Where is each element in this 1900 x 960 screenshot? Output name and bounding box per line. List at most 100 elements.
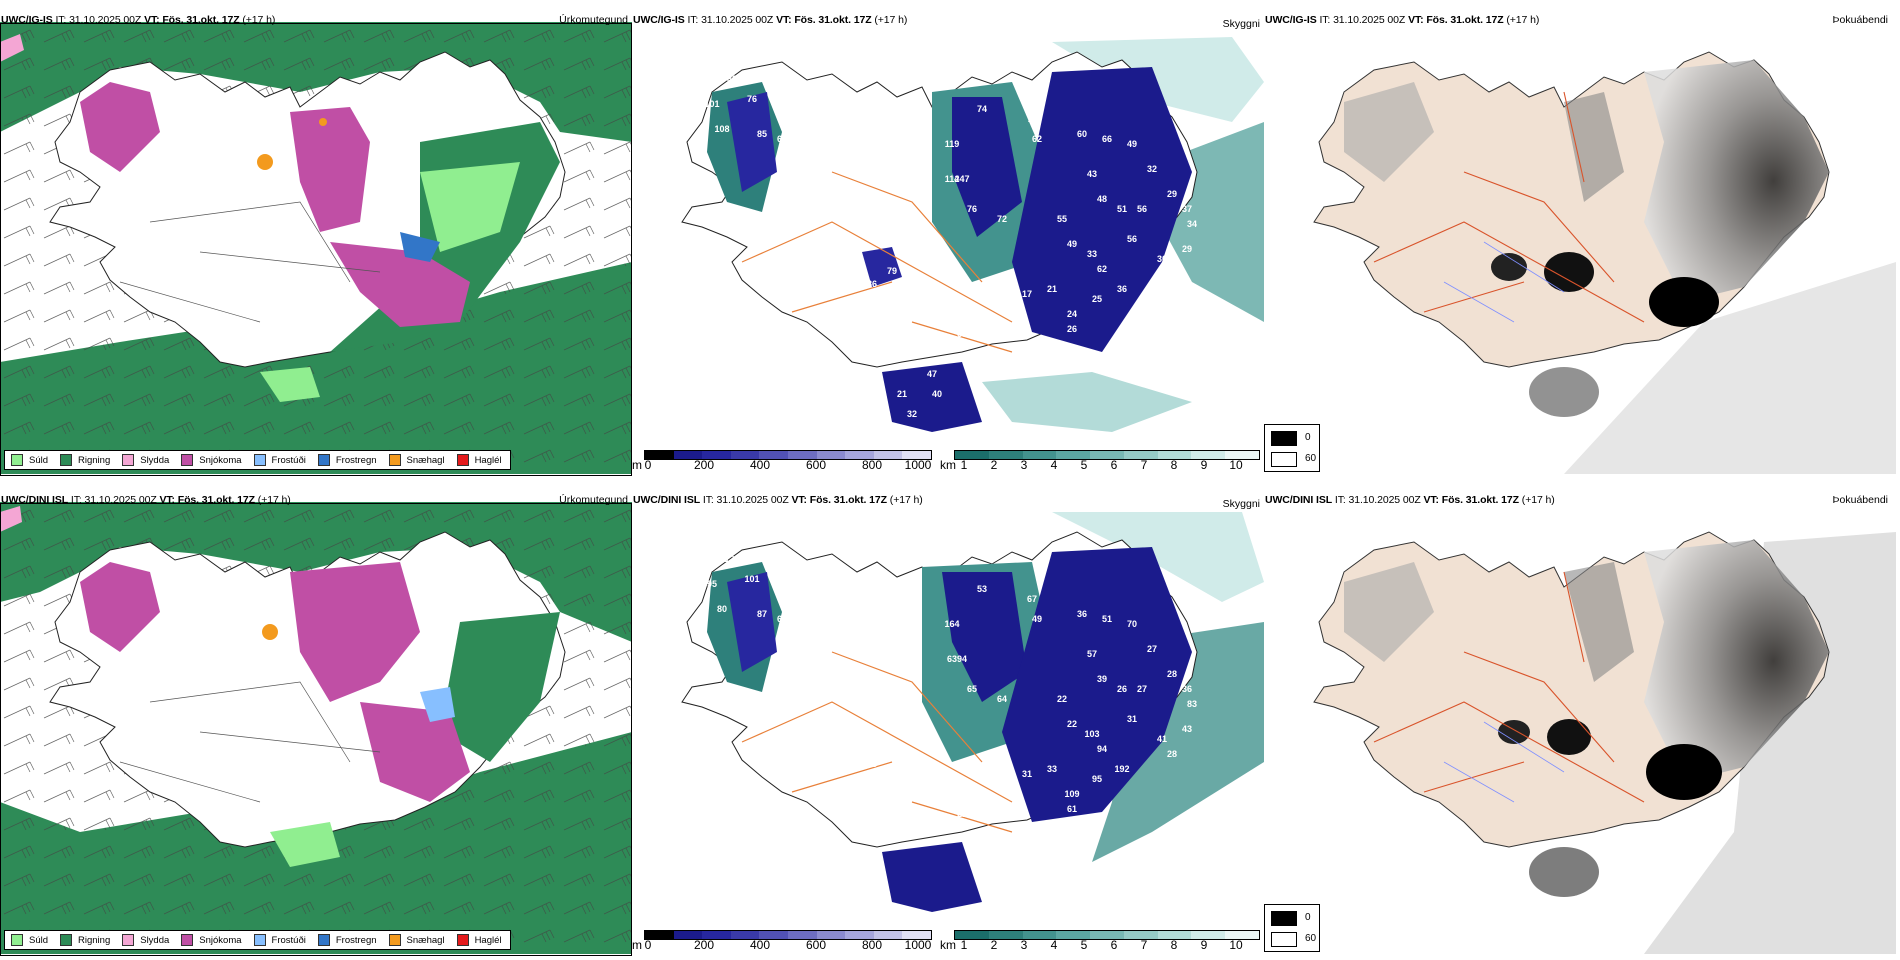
legend-item: Súld — [11, 454, 48, 466]
cloud-base-value: 66 — [1102, 134, 1112, 144]
fog-legend-swatch — [1271, 911, 1297, 926]
legend-item: Frostregn — [317, 454, 377, 466]
cloud-base-value: 51 — [1102, 614, 1112, 624]
cloud-base-value: 119 — [945, 139, 960, 149]
scale-tick: 5 — [1080, 938, 1088, 952]
cloud-base-value: 36 — [1077, 609, 1087, 619]
cloud-base-value: 103 — [1084, 729, 1099, 739]
legend-item: Snæhagl — [388, 934, 445, 946]
legend-item: Snjókoma — [181, 454, 242, 466]
legend-swatch — [253, 934, 266, 946]
cloud-base-value: 65 — [967, 684, 977, 694]
legend-swatch — [60, 934, 73, 946]
legend-swatch — [317, 454, 330, 466]
cloud-base-value: 109 — [1064, 789, 1079, 799]
cloud-base-value: 22 — [1057, 694, 1067, 704]
legend-swatch — [388, 934, 401, 946]
scale-tick: 8 — [1170, 458, 1178, 472]
cloud-base-value: 30 — [1157, 254, 1167, 264]
cloud-base-value: 49 — [1032, 614, 1042, 624]
scale-unit: m — [632, 938, 642, 952]
scale-tick: 600 — [805, 938, 827, 952]
cloud-base-value: 29 — [1167, 189, 1177, 199]
fog-legend-swatch — [1271, 431, 1297, 446]
panel-type-label: Þokuábendi — [1832, 14, 1888, 26]
cloudbase-scale: m 0 200 400 600 800 1000 — [632, 928, 932, 952]
panel-title: UWC/IG-IS IT: 31.10.2025 00Z VT: Fös. 31… — [1, 14, 276, 26]
scale-tick: 0 — [644, 938, 652, 952]
cloud-base-value: 37 — [1182, 204, 1192, 214]
legend-item: Haglél — [456, 454, 502, 466]
cloud-base-value: 17 — [1022, 289, 1032, 299]
cloud-base-value: 85 — [757, 129, 767, 139]
cloudbase-colorbar — [644, 930, 932, 940]
legend-item: Snæhagl — [388, 454, 445, 466]
cloud-base-value: 164 — [944, 619, 959, 629]
scale-tick: 6 — [1110, 938, 1118, 952]
cloud-base-value: 47 — [927, 369, 937, 379]
cloud-base-value: 55 — [1057, 214, 1067, 224]
cloud-base-value: 32 — [907, 409, 917, 419]
cloud-base-value: 29 — [1182, 244, 1192, 254]
cloud-base-value: 101 — [704, 99, 719, 109]
legend-swatch — [388, 454, 401, 466]
visibility-scale: km 1 2 3 4 5 6 7 8 9 10 — [940, 448, 1262, 472]
cloud-base-value: 65 — [867, 759, 877, 769]
cloud-base-value: 74 — [877, 784, 887, 794]
fog-legend-swatch — [1271, 452, 1297, 467]
scale-tick: 3 — [1020, 938, 1028, 952]
fog-map — [1264, 502, 1896, 954]
cloud-base-value: 28 — [1167, 749, 1177, 759]
cloud-base-value: 36 — [1182, 684, 1192, 694]
cloud-base-value: 26 — [1117, 684, 1127, 694]
legend-swatch — [456, 454, 469, 466]
scale-tick: 600 — [805, 458, 827, 472]
scale-tick: 400 — [749, 458, 771, 472]
cloud-base-value: 63 — [947, 654, 957, 664]
cloud-base-value: 22 — [1067, 719, 1077, 729]
visibility-colorbar — [954, 930, 1260, 940]
cloud-base-value: 80 — [717, 604, 727, 614]
scale-tick: 2 — [990, 938, 998, 952]
cloud-base-value: 94 — [1097, 744, 1107, 754]
legend-swatch — [456, 934, 469, 946]
fog-panel-2: UWC/DINI ISL IT: 31.10.2025 00Z VT: Fös.… — [1264, 490, 1896, 960]
cloud-base-value: 53 — [977, 584, 987, 594]
fog-legend-label: 60 — [1305, 453, 1317, 464]
scale-tick: 4 — [1050, 938, 1058, 952]
precip-panel-2: UWC/DINI ISL IT: 31.10.2025 00Z VT: Fös.… — [0, 490, 632, 960]
panel-type-label: Skyggni — [1222, 498, 1260, 510]
fog-legend: 0 60 — [1264, 904, 1320, 952]
scale-tick: 7 — [1140, 938, 1148, 952]
cloud-base-value: 68 — [777, 134, 787, 144]
visibility-colorbar — [954, 450, 1260, 460]
cloud-base-value: 95 — [707, 579, 717, 589]
scale-tick: 1000 — [904, 938, 932, 952]
cloud-base-value: 61 — [1067, 804, 1077, 814]
fog-legend-label: 60 — [1305, 933, 1317, 944]
fog-legend: 0 60 — [1264, 424, 1320, 472]
panel-type-label: Þokuábendi — [1832, 494, 1888, 506]
cloud-base-value: 170 — [924, 734, 939, 744]
cloudbase-colorbar — [644, 450, 932, 460]
cloud-base-value: 101 — [744, 574, 759, 584]
cloud-base-value: 31 — [1127, 714, 1137, 724]
scale-tick: 200 — [693, 938, 715, 952]
cloud-base-value: 62 — [877, 304, 887, 314]
panel-type-label: Skyggni — [1222, 18, 1260, 30]
legend-item: Rigning — [60, 454, 110, 466]
cloud-base-value: 33 — [1087, 249, 1097, 259]
cloud-base-value: 25 — [1092, 294, 1102, 304]
legend-item: Frostregn — [317, 934, 377, 946]
legend-swatch — [60, 454, 73, 466]
scale-tick: 1 — [960, 458, 968, 472]
cloud-base-value: 81 — [687, 734, 697, 744]
panel-title: UWC/DINI ISL IT: 31.10.2025 00Z VT: Fös.… — [1, 494, 291, 506]
scale-tick: 0 — [644, 458, 652, 472]
cloud-base-value: 67 — [1027, 594, 1037, 604]
fog-legend-label: 0 — [1305, 912, 1311, 923]
cloud-base-value: 55 — [767, 684, 777, 694]
cloud-base-value: 21 — [1047, 284, 1057, 294]
